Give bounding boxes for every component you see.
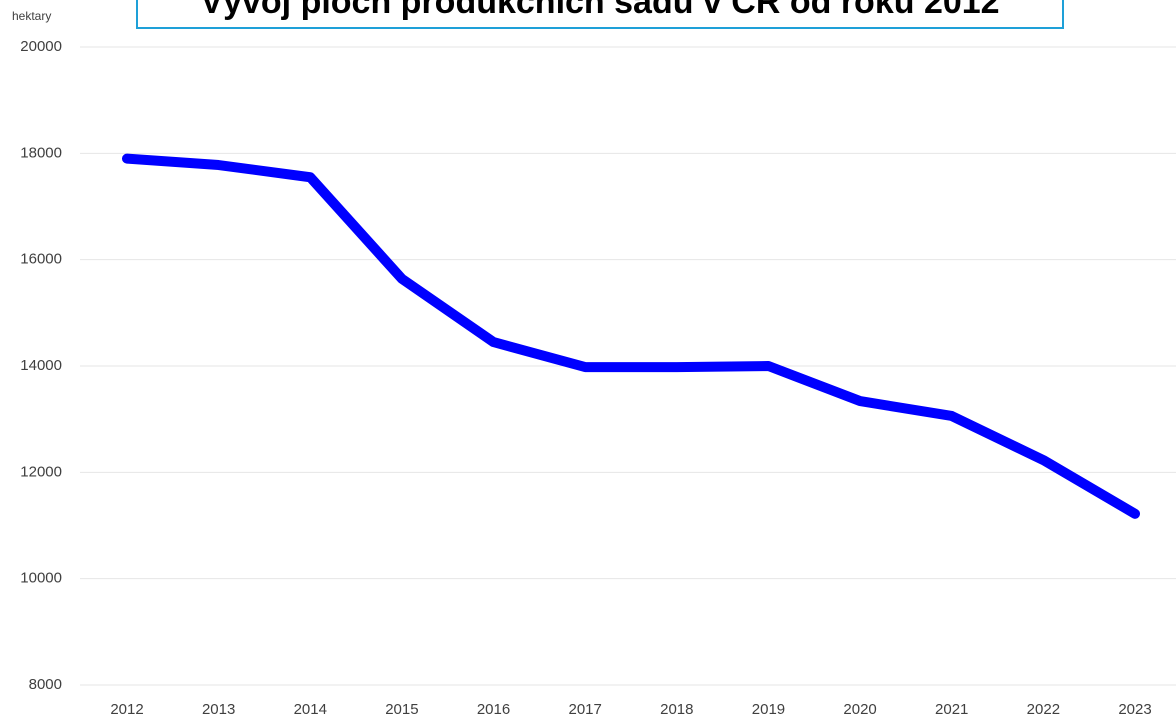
line [122,153,1140,519]
y-axis-label: hektary [12,9,51,23]
x-tick-label: 2018 [660,701,693,718]
y-tick-label: 14000 [20,357,62,374]
x-tick-label: 2022 [1027,701,1060,718]
x-tick-label: 2021 [935,701,968,718]
x-tick-label: 2017 [568,701,601,718]
y-tick-label: 20000 [20,38,62,55]
chart-title: Vývoj ploch produkčních sadů v ČR od rok… [200,0,999,21]
x-tick-label: 2016 [477,701,510,718]
y-tick-label: 10000 [20,570,62,587]
x-tick-label: 2013 [202,701,235,718]
title-box [136,0,1064,29]
x-tick-label: 2023 [1118,701,1151,718]
y-tick-label: 18000 [20,144,62,161]
x-tick-label: 2019 [752,701,785,718]
x-tick-label: 2015 [385,701,418,718]
y-tick-label: 12000 [20,463,62,480]
x-tick-label: 2012 [110,701,143,718]
x-tick-label: 2014 [294,701,327,718]
y-tick-label: 8000 [29,676,62,693]
x-tick-label: 2020 [843,701,876,718]
y-tick-label: 16000 [20,251,62,268]
